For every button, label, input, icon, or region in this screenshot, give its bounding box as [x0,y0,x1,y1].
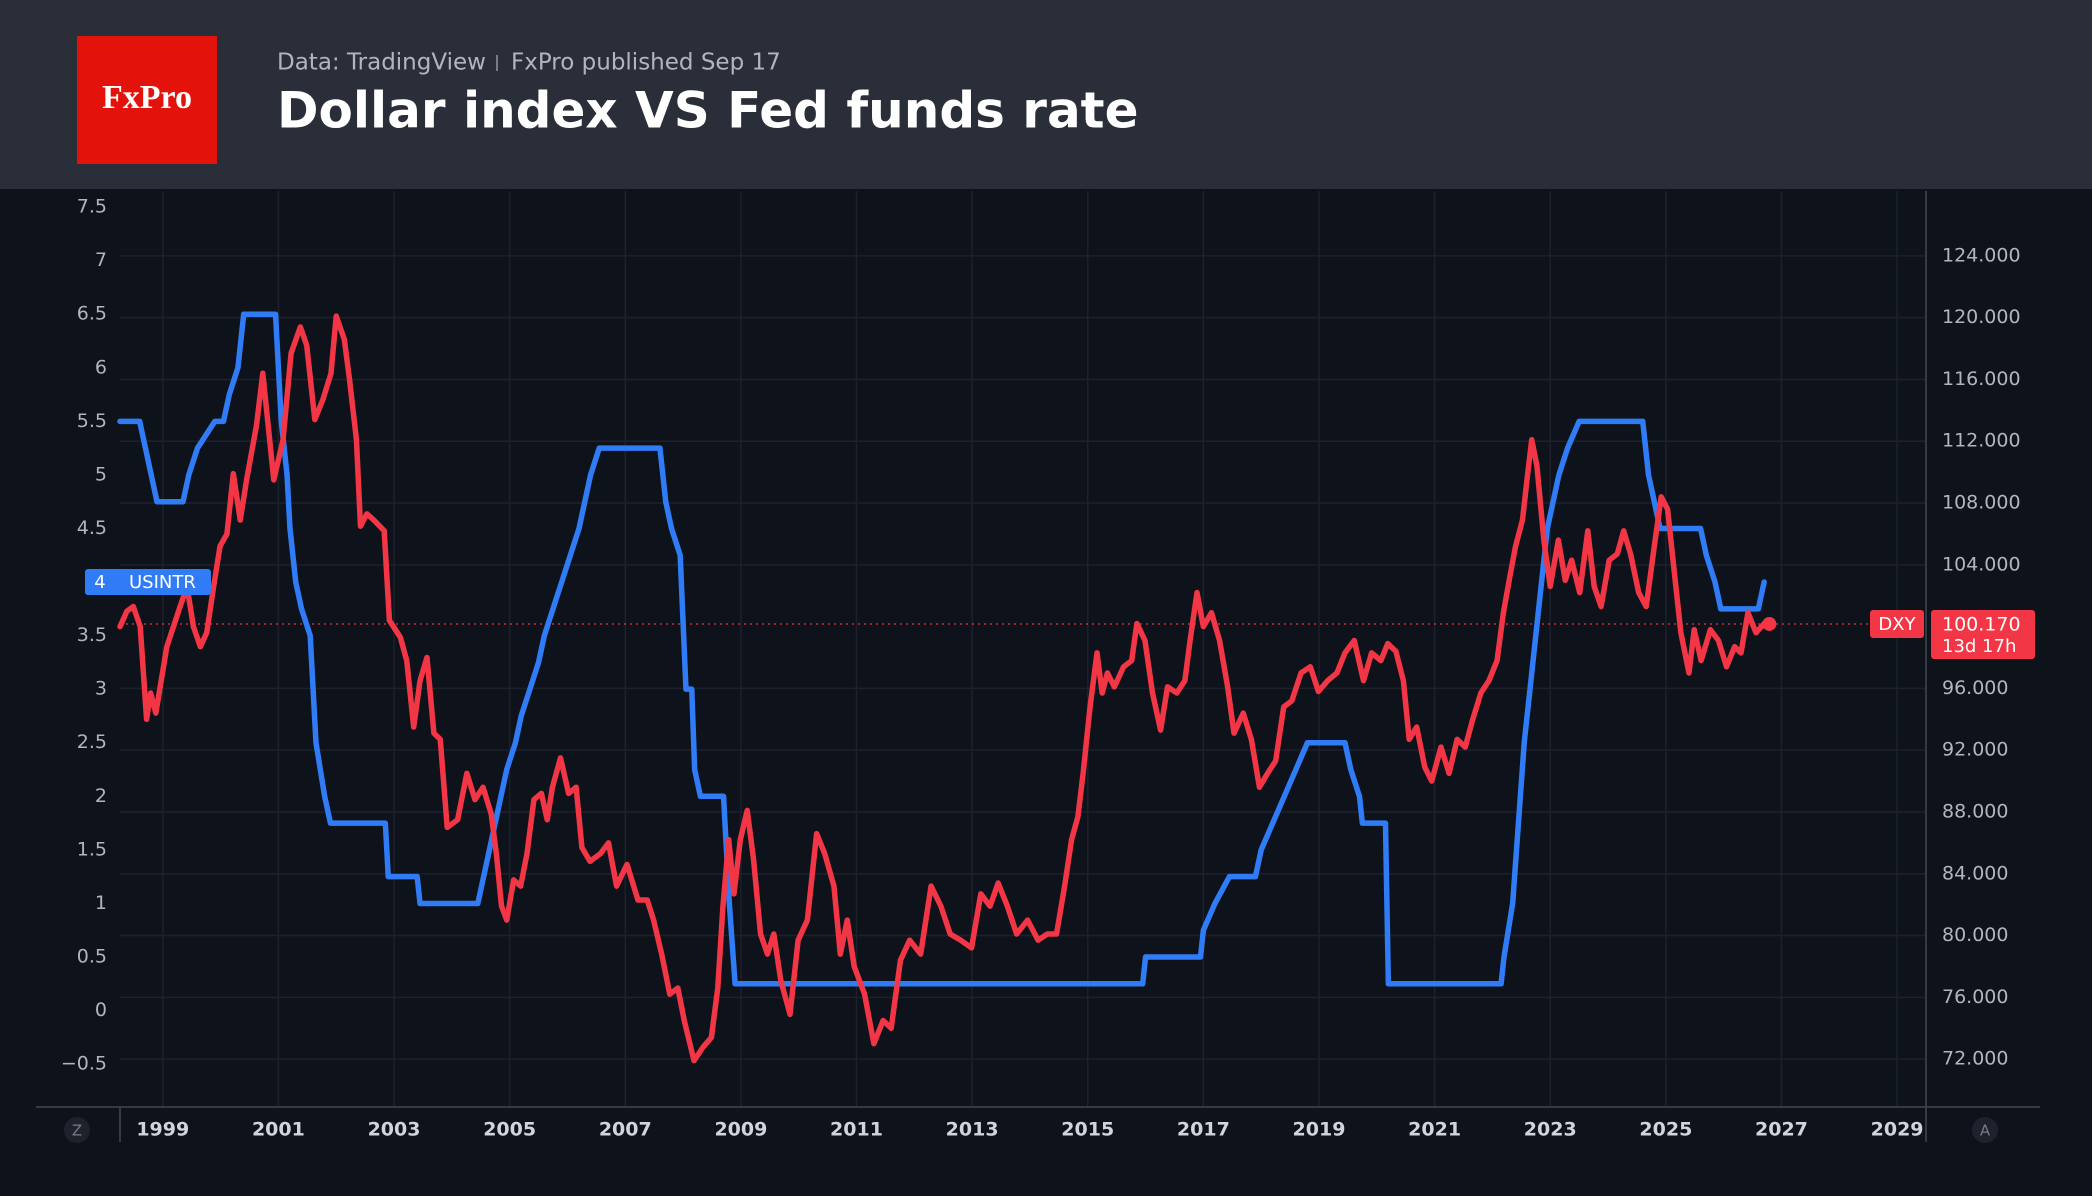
x-tick-label: 2013 [946,1119,999,1141]
countdown-label: 13d 17h [1942,636,2016,657]
y-tick-label: 0 [95,999,107,1021]
publisher: FxPro published Sep 17 [511,50,781,76]
y-tick-label: 7.5 [77,196,107,218]
y-tick-label: 6 [95,356,107,378]
x-tick-label: 2005 [483,1119,536,1141]
y-tick-label: 1 [95,892,107,914]
y-tick-label: 1.5 [77,838,107,860]
y-tick-label: 5.5 [77,410,107,432]
y2-tick-label: 120.000 [1942,306,2021,328]
y-tick-label: 6.5 [77,303,107,325]
corner-button [64,1117,90,1143]
x-tick-label: 2015 [1061,1119,1114,1141]
corner-label: A [1980,1122,1991,1140]
corner-label: Z [72,1122,82,1140]
legend-label: DXY [1878,614,1916,635]
series-line [117,313,1773,1064]
y2-tick-label: 112.000 [1942,430,2021,452]
y2-tick-label: 88.000 [1942,800,2008,822]
x-tick-label: 1999 [136,1119,189,1141]
y2-tick-label: 96.000 [1942,677,2008,699]
y2-tick-label: 108.000 [1942,492,2021,514]
y2-tick-label: 84.000 [1942,862,2008,884]
subtitle: Data: TradingView [277,50,486,76]
y-tick-label: 3 [95,678,107,700]
y-tick-label: 2.5 [77,731,107,753]
x-tick-label: 2023 [1524,1119,1577,1141]
series-badge [1870,609,1924,638]
x-tick-label: 2025 [1639,1119,1692,1141]
price-label: 100.170 [1942,613,2021,635]
x-tick-label: 2027 [1755,1119,1808,1141]
y2-tick-label: 80.000 [1942,924,2008,946]
y-tick-label: 3.5 [77,624,107,646]
logo: FxPro [102,79,192,116]
y-tick-label: −0.5 [61,1053,107,1075]
y2-tick-label: 104.000 [1942,553,2021,575]
x-tick-label: 2001 [252,1119,305,1141]
series-line [117,311,1767,987]
x-tick-label: 2003 [368,1119,421,1141]
y2-tick-label: 92.000 [1942,739,2008,761]
y2-tick-label: 76.000 [1942,986,2008,1008]
y-tick-label: 5 [95,463,107,485]
x-tick-label: 2017 [1177,1119,1230,1141]
y2-tick-label: 116.000 [1942,368,2021,390]
series-badge [85,569,211,596]
x-tick-label: 2029 [1871,1119,1924,1141]
y-tick-label: 0.5 [77,946,107,968]
badge-value: 4 [94,572,105,593]
corner-button [1972,1117,1998,1143]
header [0,0,2092,189]
x-tick-label: 2021 [1408,1119,1461,1141]
price-badge [1931,609,2035,659]
axes: 1999 2001 2003 2005 2007 2009 2011 2013 2015 2017… [36,191,2040,1143]
x-tick-label: 2011 [830,1119,883,1141]
logo-box [77,36,217,164]
y-tick-label: 4.5 [77,517,107,539]
x-tick-label: 2019 [1293,1119,1346,1141]
y2-tick-label: 72.000 [1942,1048,2008,1070]
last-point [1762,616,1777,631]
legend-label: USINTR [129,572,196,593]
plot [117,311,1926,1064]
y-tick-label: 7 [95,249,107,271]
x-tick-label: 2009 [714,1119,767,1141]
y2-tick-label: 124.000 [1942,244,2021,266]
chart-title: Dollar index VS Fed funds rate [277,82,1139,140]
y-tick-label: 2 [95,785,107,807]
x-tick-label: 2007 [599,1119,652,1141]
